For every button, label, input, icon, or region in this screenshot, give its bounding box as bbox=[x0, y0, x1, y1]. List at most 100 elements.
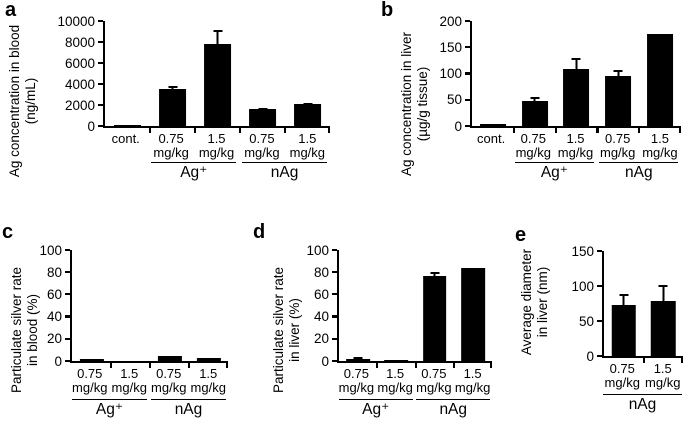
y-tick-mark bbox=[98, 61, 103, 64]
category-label-line1: 1.5 bbox=[199, 366, 218, 381]
y-tick-mark bbox=[465, 19, 470, 22]
group-label: nAg bbox=[599, 162, 679, 181]
error-bar-cap bbox=[430, 272, 440, 274]
x-axis-labels-d: 0.75 mg/kg 1.5 mg/kg 0.75 mg/kg 1.5 mg/kg Ag⁺ nAg bbox=[337, 367, 492, 424]
x-tick-mark bbox=[226, 363, 229, 369]
plot-area-d: 0 20 40 60 80 100 bbox=[306, 243, 493, 369]
category-label-line1: 1.5 bbox=[566, 131, 585, 146]
bar bbox=[647, 33, 674, 126]
y-tick-label: 100 bbox=[571, 278, 594, 294]
x-tick-mark bbox=[239, 128, 242, 134]
group-label-row: Ag⁺ nAg bbox=[337, 399, 492, 424]
x-tick-mark bbox=[642, 358, 645, 364]
y-axis-title-line: Particulate silver rate bbox=[8, 266, 24, 394]
y-tick-mark bbox=[332, 315, 337, 318]
x-tick-mark bbox=[149, 363, 152, 369]
y-tick-mark bbox=[465, 72, 470, 75]
y-tick-mark bbox=[597, 319, 602, 323]
category-label-line1: 0.75 bbox=[520, 131, 546, 146]
category-label-line1: 1.5 bbox=[650, 131, 669, 146]
category-label-line2: mg/kg bbox=[557, 145, 594, 160]
panel-letter-b: b bbox=[381, 0, 394, 21]
y-tick-label: 0 bbox=[87, 118, 95, 134]
category-label: 0.75 mg/kg bbox=[239, 132, 284, 160]
bar bbox=[651, 301, 676, 356]
error-bar-cap bbox=[303, 102, 312, 105]
bar bbox=[293, 103, 322, 126]
bar-cell bbox=[189, 250, 228, 361]
group-label: nAg bbox=[150, 399, 227, 418]
group-label-text: Ag⁺ bbox=[362, 401, 390, 418]
category-label-line2: mg/kg bbox=[72, 380, 108, 395]
y-tick-mark bbox=[98, 40, 103, 43]
y-tick-label: 2000 bbox=[64, 97, 95, 113]
group-label-text: Ag⁺ bbox=[95, 401, 124, 418]
category-label-line1: 1.5 bbox=[207, 131, 226, 146]
bar bbox=[113, 124, 142, 126]
category-label-line1: cont. bbox=[111, 131, 140, 146]
group-label-row: Ag⁺ nAg bbox=[103, 162, 330, 202]
category-label-line2: mg/kg bbox=[244, 145, 280, 160]
error-bar-cap bbox=[613, 69, 623, 72]
y-tick-mark bbox=[465, 46, 470, 49]
plot-area-c: 0 20 40 60 80 100 bbox=[39, 243, 229, 369]
category-label-line1: 0.75 bbox=[609, 361, 635, 376]
error-bar-stem bbox=[533, 97, 536, 102]
bar-cell bbox=[195, 21, 240, 126]
bar-cell bbox=[644, 251, 684, 356]
panel-letter-e: e bbox=[515, 224, 527, 246]
y-tick-mark bbox=[65, 315, 70, 318]
category-label-line1: 1.5 bbox=[653, 361, 672, 376]
category-label-line2: mg/kg bbox=[111, 380, 147, 395]
bar bbox=[157, 356, 182, 361]
category-label-line1: 0.75 bbox=[343, 366, 370, 381]
bar bbox=[384, 360, 409, 361]
y-tick-label: 10000 bbox=[57, 13, 95, 29]
category-label-line1: 0.75 bbox=[158, 131, 184, 146]
group-label-row: Ag⁺ nAg bbox=[470, 162, 681, 202]
bar bbox=[461, 267, 485, 361]
category-label-line2: mg/kg bbox=[151, 380, 187, 395]
y-tick-mark bbox=[98, 124, 103, 127]
plot-area-e: 0 50 100 150 bbox=[571, 244, 684, 364]
y-tick-label: 40 bbox=[46, 308, 62, 324]
y-tick-mark bbox=[65, 359, 70, 362]
y-tick-label: 20 bbox=[313, 331, 329, 347]
category-label: 0.75 mg/kg bbox=[337, 367, 376, 395]
bar bbox=[158, 88, 187, 126]
bar-cell bbox=[416, 250, 454, 361]
y-tick-label: 0 bbox=[586, 348, 594, 364]
y-tick-mark bbox=[597, 284, 602, 288]
panel-a: a Ag concentration in blood (ng/mL) 0 200… bbox=[0, 0, 342, 212]
x-tick-mark bbox=[681, 358, 684, 364]
y-tick-label: 200 bbox=[439, 13, 462, 29]
y-axis-title-line: Particulate silver rate bbox=[270, 266, 286, 394]
group-label-text: nAg bbox=[628, 396, 657, 413]
bar bbox=[521, 101, 548, 126]
group-label: Ag⁺ bbox=[71, 399, 148, 418]
category-label: 0.75 mg/kg bbox=[597, 132, 639, 160]
error-bar bbox=[658, 285, 668, 302]
category-label: 0.75 mg/kg bbox=[148, 132, 193, 160]
error-bar bbox=[430, 272, 440, 276]
y-tick-mark bbox=[332, 337, 337, 340]
group-label-row: nAg bbox=[602, 394, 683, 424]
y-tick-label: 6000 bbox=[64, 55, 95, 71]
y-tick-mark bbox=[465, 98, 470, 101]
category-label-line2: mg/kg bbox=[642, 145, 678, 160]
category-label: 0.75 mg/kg bbox=[149, 367, 189, 395]
panel-d: d Particulate silver rate in liver (%) 0… bbox=[238, 212, 493, 424]
y-tick-mark bbox=[597, 249, 602, 252]
error-bar bbox=[353, 357, 363, 360]
y-tick-mark bbox=[332, 248, 337, 251]
category-label-line1: 1.5 bbox=[386, 366, 405, 381]
error-bar bbox=[530, 97, 540, 102]
bar-cell bbox=[105, 21, 150, 126]
group-label: nAg bbox=[241, 162, 328, 181]
category-label-row: cont. 0.75 mg/kg 1.5 mg/kg 0.75 mg/kg 1.5 mg/kg bbox=[103, 132, 330, 160]
category-label-row: 0.75 mg/kg 1.5 mg/kg 0.75 mg/kg 1.5 mg/kg bbox=[337, 367, 492, 395]
x-axis-labels-b: cont. 0.75 mg/kg 1.5 mg/kg 0.75 mg/kg 1.5 mg/kg A… bbox=[470, 132, 681, 202]
bar-cell bbox=[556, 21, 598, 126]
bar-cell bbox=[150, 21, 195, 126]
x-tick-mark bbox=[328, 128, 331, 134]
